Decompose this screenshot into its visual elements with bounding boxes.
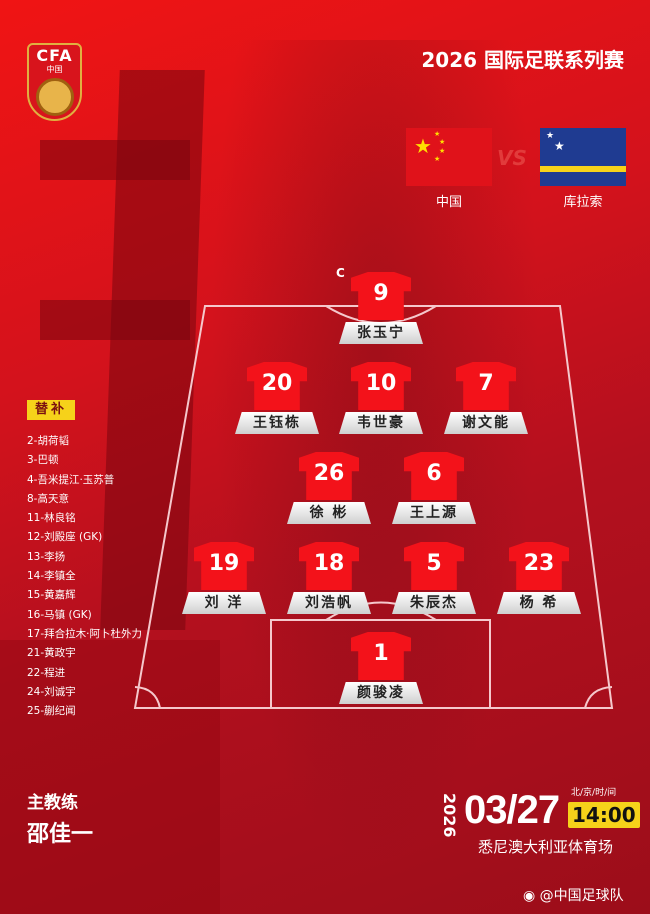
home-team-name: 中国 <box>435 195 462 210</box>
match-date: 03/27 <box>464 788 560 832</box>
sub-item: 25-蒯纪闻 <box>27 705 76 718</box>
player-card: 20 王钰栋 <box>235 362 319 434</box>
sub-item: 14-李镇全 <box>27 570 76 583</box>
match-time: 14:00 <box>568 802 640 828</box>
match-venue: 悉尼澳大利亚体育场 <box>478 838 614 856</box>
jersey-icon: 23 <box>509 542 569 590</box>
player-name: 韦世豪 <box>339 412 423 434</box>
cfa-logo: CFA 中国 <box>27 43 82 121</box>
coach-name: 邵佳一 <box>27 822 94 847</box>
jersey-icon: 6 <box>404 452 464 500</box>
background-letter-stroke <box>40 300 190 340</box>
sub-item: 11-林良铭 <box>27 512 76 525</box>
weibo-icon: ◉ <box>523 888 540 904</box>
player-card: 1 颜骏凌 <box>339 632 423 704</box>
player-card: 10 韦世豪 <box>339 362 423 434</box>
weibo-account: @中国足球队 <box>539 888 624 904</box>
player-name: 刘 洋 <box>182 592 266 614</box>
jersey-icon: 7 <box>456 362 516 410</box>
away-team-name: 库拉索 <box>563 195 603 210</box>
sub-item: 16-马镇 (GK) <box>27 608 92 621</box>
background-letter-stroke <box>40 140 190 180</box>
player-card: 9 张玉宁 <box>339 272 423 344</box>
sub-item: 12-刘殿座 (GK) <box>27 531 103 544</box>
jersey-icon: 1 <box>351 632 411 680</box>
jersey-icon: 26 <box>299 452 359 500</box>
curacao-flag-icon: ★ ★ <box>540 128 626 186</box>
dragon-emblem-icon <box>35 78 74 116</box>
vs-label: VS <box>497 146 527 170</box>
player-card: 5 朱辰杰 <box>392 542 476 614</box>
sub-item: 4-吾米提江·玉苏普 <box>27 473 115 486</box>
player-card: 26 徐 彬 <box>287 452 371 524</box>
substitutes-label: 替补 <box>27 400 76 420</box>
china-flag-icon: ★ ★ ★ ★ ★ <box>406 128 492 186</box>
player-card: 6 王上源 <box>392 452 476 524</box>
player-name: 杨 希 <box>497 592 581 614</box>
logo-text: CFA <box>36 46 73 65</box>
sub-item: 21-黄政宇 <box>27 647 76 660</box>
sub-item: 24-刘诚宇 <box>27 685 76 698</box>
sub-item: 13-李扬 <box>27 550 66 563</box>
player-card: 18 刘浩帆 <box>287 542 371 614</box>
jersey-icon: 9 <box>351 272 411 320</box>
player-name: 朱辰杰 <box>392 592 476 614</box>
player-name: 王钰栋 <box>235 412 319 434</box>
player-name: 徐 彬 <box>287 502 371 524</box>
substitutes-list: 2-胡荷韬 3-巴顿 4-吾米提江·玉苏普 8-高天意 11-林良铭 12-刘殿… <box>27 432 142 721</box>
jersey-icon: 10 <box>351 362 411 410</box>
jersey-icon: 18 <box>299 542 359 590</box>
player-name: 张玉宁 <box>339 322 423 344</box>
sub-item: 15-黄嘉辉 <box>27 589 76 602</box>
player-card: 23 杨 希 <box>497 542 581 614</box>
match-year: 2026 <box>440 793 459 838</box>
sub-item: 2-胡荷韬 <box>27 435 69 447</box>
sub-item: 3-巴顿 <box>27 454 59 467</box>
player-name: 颜骏凌 <box>339 682 423 704</box>
sub-item: 22-程进 <box>27 666 66 679</box>
sub-item: 17-拜合拉木·阿卜杜外力 <box>27 627 142 640</box>
captain-mark: C <box>336 266 345 280</box>
jersey-icon: 20 <box>247 362 307 410</box>
player-name: 刘浩帆 <box>287 592 371 614</box>
player-name: 王上源 <box>392 502 476 524</box>
match-title: 2026 国际足联系列赛 <box>421 48 624 72</box>
logo-subtext: 中国 <box>46 65 63 74</box>
coach-label: 主教练 <box>27 793 78 813</box>
jersey-icon: 19 <box>194 542 254 590</box>
background-letter-stroke <box>0 640 220 914</box>
weibo-handle: ◉ @中国足球队 <box>523 888 624 905</box>
player-name: 谢文能 <box>444 412 528 434</box>
jersey-icon: 5 <box>404 542 464 590</box>
player-card: 7 谢文能 <box>444 362 528 434</box>
beijing-time-label: 北/京/时/间 <box>571 788 617 798</box>
sub-item: 8-高天意 <box>27 492 69 505</box>
player-card: 19 刘 洋 <box>182 542 266 614</box>
